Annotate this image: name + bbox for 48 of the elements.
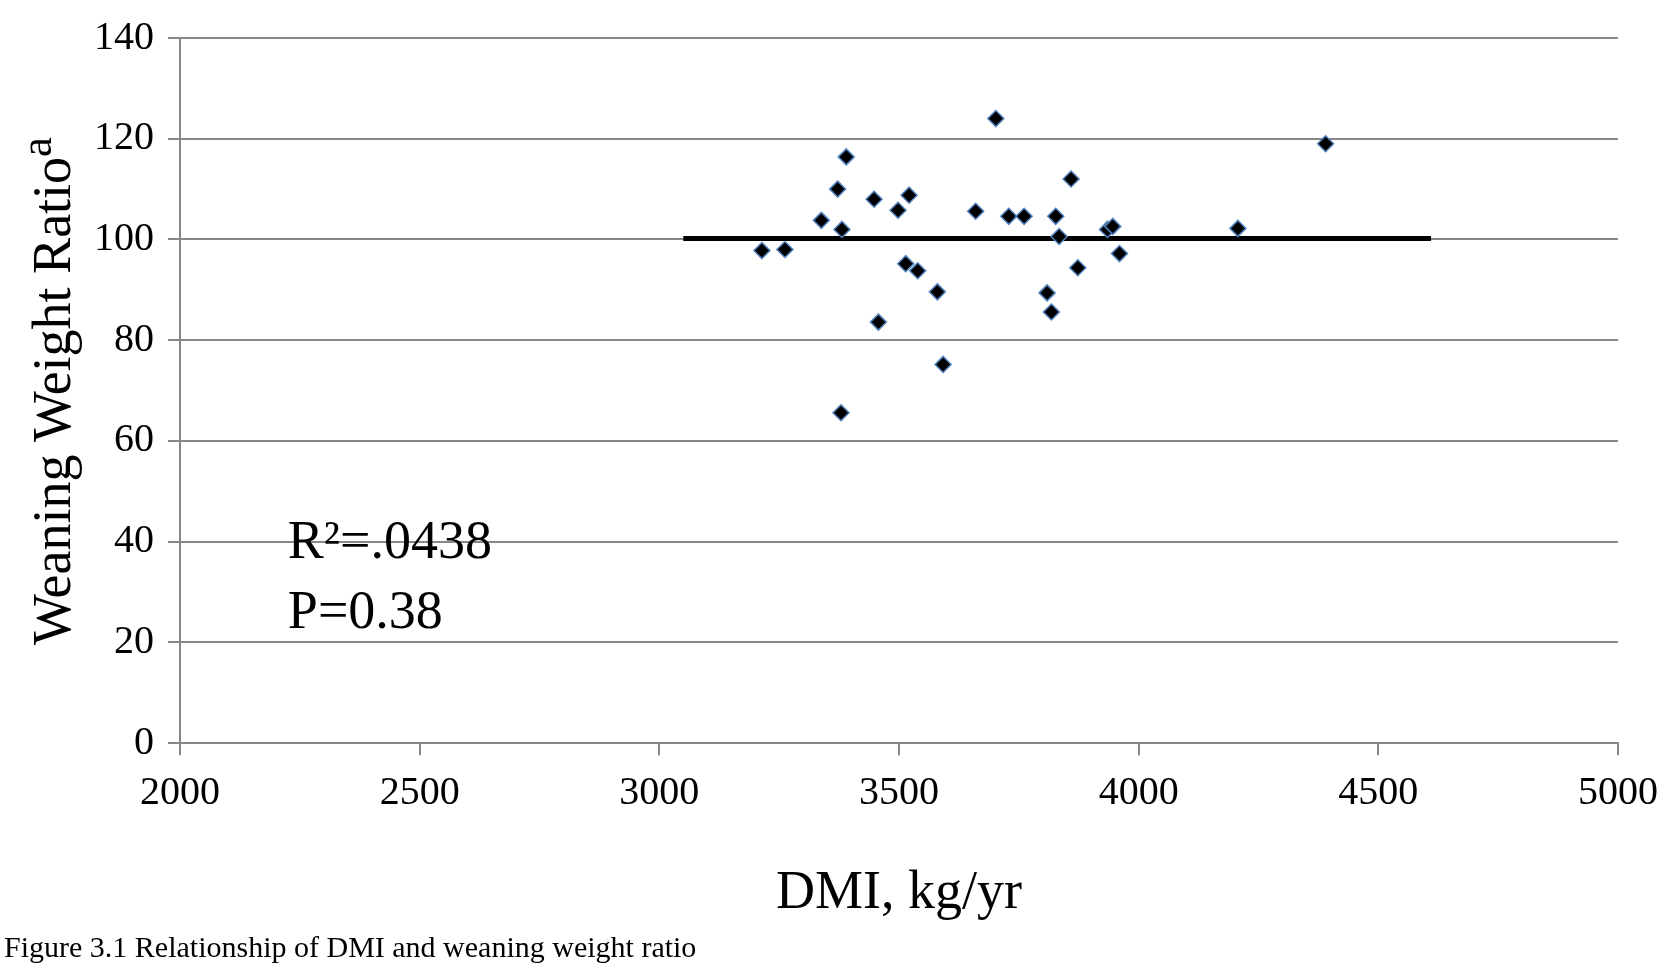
point bbox=[1069, 258, 1087, 277]
x-tick-label: 3500 bbox=[859, 767, 939, 813]
point bbox=[1110, 244, 1129, 263]
y-tick-label: 60 bbox=[114, 415, 154, 461]
point bbox=[753, 241, 771, 260]
point bbox=[812, 211, 831, 230]
y-tick-label: 100 bbox=[94, 213, 154, 259]
caption: Figure 3.1 Relationship of DMI and weaning weight ratio bbox=[3, 930, 698, 965]
point bbox=[966, 202, 985, 221]
y-tick-label: 0 bbox=[134, 717, 154, 763]
point bbox=[900, 186, 918, 204]
point bbox=[1050, 227, 1068, 246]
point bbox=[776, 240, 794, 259]
point bbox=[832, 404, 850, 422]
x-axis-title: DMI, kg/yr bbox=[776, 859, 1022, 920]
point bbox=[1000, 207, 1018, 226]
x-tick-label: 2500 bbox=[379, 767, 460, 813]
x-tick-label: 5000 bbox=[1578, 767, 1658, 813]
x-tick-label: 4500 bbox=[1338, 767, 1419, 813]
point bbox=[1104, 217, 1122, 236]
point bbox=[1038, 284, 1056, 302]
point bbox=[896, 254, 915, 273]
point bbox=[1062, 170, 1080, 188]
point bbox=[837, 148, 856, 166]
x-tick-label: 4000 bbox=[1098, 767, 1179, 813]
y-tick-label: 80 bbox=[114, 314, 154, 360]
point bbox=[1316, 135, 1335, 153]
point bbox=[1015, 207, 1033, 226]
x-tick-label: 3000 bbox=[619, 767, 700, 813]
point bbox=[889, 201, 907, 220]
y-tick-label: 120 bbox=[94, 113, 154, 159]
point bbox=[828, 180, 847, 198]
annotation: P=0.38 bbox=[287, 579, 443, 640]
point bbox=[865, 190, 883, 208]
point bbox=[1042, 303, 1061, 321]
y-tick-label: 140 bbox=[94, 12, 154, 58]
annotation: R²=.0438 bbox=[287, 509, 493, 570]
x-tick-label: 2000 bbox=[140, 767, 220, 813]
point bbox=[908, 261, 927, 280]
point bbox=[869, 313, 888, 331]
y-tick-label: 20 bbox=[114, 616, 154, 662]
point bbox=[934, 355, 952, 374]
y-tick-label: 40 bbox=[114, 516, 154, 562]
point bbox=[987, 109, 1005, 128]
point bbox=[1046, 207, 1065, 226]
point bbox=[928, 283, 947, 301]
point bbox=[833, 220, 851, 239]
point bbox=[1229, 219, 1247, 238]
